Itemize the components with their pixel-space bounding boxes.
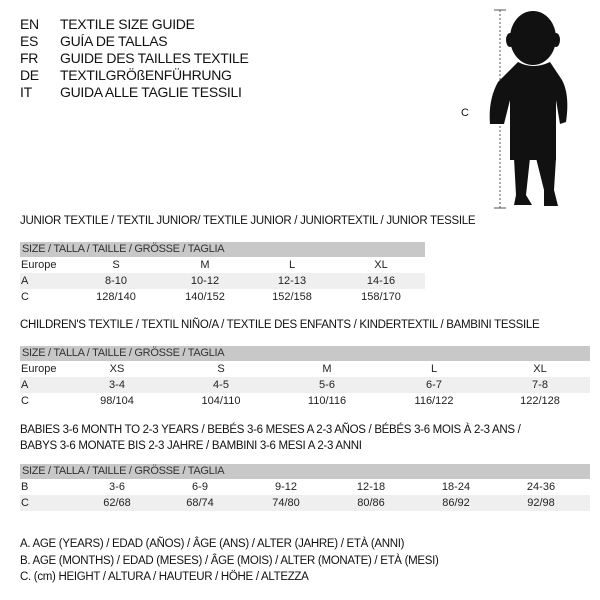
children-section-title: CHILDREN'S TEXTILE / TEXTIL NIÑO/A / TEX… — [20, 319, 540, 331]
table-cell: 62/68 — [103, 497, 131, 509]
row-label: B — [21, 481, 29, 493]
table-cell: 122/128 — [520, 395, 560, 407]
row-label: Europe — [21, 363, 57, 375]
lang-title: GUÍA DE TALLAS — [60, 33, 168, 49]
table-row: Europe XS S M L XL — [20, 361, 590, 377]
children-size-table: SIZE / TALLA / TAILLE / GRÖSSE / TAGLIA … — [20, 346, 590, 409]
table-cell: 24-36 — [526, 481, 556, 493]
table-cell: 5-6 — [319, 379, 335, 391]
row-label: A — [21, 379, 29, 391]
babies-section-title-1: BABIES 3-6 MONTH TO 2-3 YEARS / BEBÉS 3-… — [20, 424, 521, 436]
table-cell: 110/116 — [307, 395, 347, 407]
table-cell: 68/74 — [186, 497, 214, 509]
lang-title: TEXTILGRÖßENFÜHRUNG — [60, 67, 232, 83]
table-cell: 18-24 — [441, 481, 471, 493]
legend-b: B. AGE (MONTHS) / EDAD (MESES) / ÂGE (MO… — [20, 555, 439, 567]
lang-code: EN — [20, 16, 39, 32]
table-cell: 4-5 — [213, 379, 229, 391]
legend-a: A. AGE (YEARS) / EDAD (AÑOS) / ÂGE (ANS)… — [20, 538, 405, 550]
table-header: SIZE / TALLA / TAILLE / GRÖSSE / TAGLIA — [20, 346, 590, 361]
table-cell: 98/104 — [100, 395, 134, 407]
table-cell: 12-13 — [277, 275, 307, 287]
lang-title: TEXTILE SIZE GUIDE — [60, 16, 195, 32]
row-label: C — [21, 395, 29, 407]
table-cell: 152/158 — [272, 291, 312, 303]
table-cell: 9-12 — [274, 481, 298, 493]
table-row: C 98/104 104/110 110/116 116/122 122/128 — [20, 393, 590, 409]
babies-size-table: SIZE / TALLA / TAILLE / GRÖSSE / TAGLIA … — [20, 464, 590, 511]
table-cell: 8-10 — [104, 275, 128, 287]
lang-title: GUIDA ALLE TAGLIE TESSILI — [60, 84, 242, 100]
table-cell: 10-12 — [190, 275, 220, 287]
row-label: Europe — [21, 259, 57, 271]
table-cell: XL — [533, 363, 547, 375]
row-label: A — [21, 275, 29, 287]
table-cell: 6-7 — [426, 379, 442, 391]
junior-section-title: JUNIOR TEXTILE / TEXTIL JUNIOR/ TEXTILE … — [20, 215, 476, 227]
legend-c: C. (cm) HEIGHT / ALTURA / HAUTEUR / HÖHE… — [20, 571, 309, 583]
table-row: C 128/140 140/152 152/158 158/170 — [20, 289, 425, 305]
table-cell: M — [200, 259, 210, 271]
table-cell: 14-16 — [366, 275, 396, 287]
junior-size-table: SIZE / TALLA / TAILLE / GRÖSSE / TAGLIA … — [20, 242, 425, 305]
table-row: A 3-4 4-5 5-6 6-7 7-8 — [20, 377, 590, 393]
table-cell: L — [430, 363, 438, 375]
lang-title: GUIDE DES TAILLES TEXTILE — [60, 50, 249, 66]
table-cell: 3-4 — [109, 379, 125, 391]
table-header: SIZE / TALLA / TAILLE / GRÖSSE / TAGLIA — [20, 242, 425, 257]
measure-label: C — [461, 107, 469, 119]
table-cell: XS — [109, 363, 125, 375]
child-silhouette-icon — [489, 9, 568, 209]
table-cell: 158/170 — [361, 291, 401, 303]
lang-code: FR — [20, 50, 39, 66]
lang-code: ES — [20, 33, 39, 49]
lang-code: IT — [20, 84, 32, 100]
babies-section-title-2: BABYS 3-6 MONATE BIS 2-3 JAHRE / BAMBINI… — [20, 440, 362, 452]
table-row: B 3-6 6-9 9-12 12-18 18-24 24-36 — [20, 479, 590, 495]
table-cell: S — [112, 259, 120, 271]
table-cell: 92/98 — [527, 497, 555, 509]
table-header: SIZE / TALLA / TAILLE / GRÖSSE / TAGLIA — [20, 464, 590, 479]
table-cell: 7-8 — [532, 379, 548, 391]
table-cell: 128/140 — [96, 291, 136, 303]
table-cell: 6-9 — [192, 481, 208, 493]
table-cell: 74/80 — [272, 497, 300, 509]
table-cell: 3-6 — [109, 481, 125, 493]
table-cell: 104/110 — [201, 395, 241, 407]
table-cell: 86/92 — [442, 497, 470, 509]
row-label: C — [21, 291, 29, 303]
table-cell: XL — [374, 259, 388, 271]
table-row: C 62/68 68/74 74/80 80/86 86/92 92/98 — [20, 495, 590, 511]
lang-code: DE — [20, 67, 39, 83]
table-cell: M — [322, 363, 332, 375]
table-row: A 8-10 10-12 12-13 14-16 — [20, 273, 425, 289]
row-label: C — [21, 497, 29, 509]
table-cell: 116/122 — [414, 395, 454, 407]
table-cell: 140/152 — [185, 291, 225, 303]
table-row: Europe S M L XL — [20, 257, 425, 273]
table-cell: 80/86 — [357, 497, 385, 509]
table-cell: 12-18 — [356, 481, 386, 493]
table-cell: S — [217, 363, 225, 375]
table-cell: L — [288, 259, 296, 271]
